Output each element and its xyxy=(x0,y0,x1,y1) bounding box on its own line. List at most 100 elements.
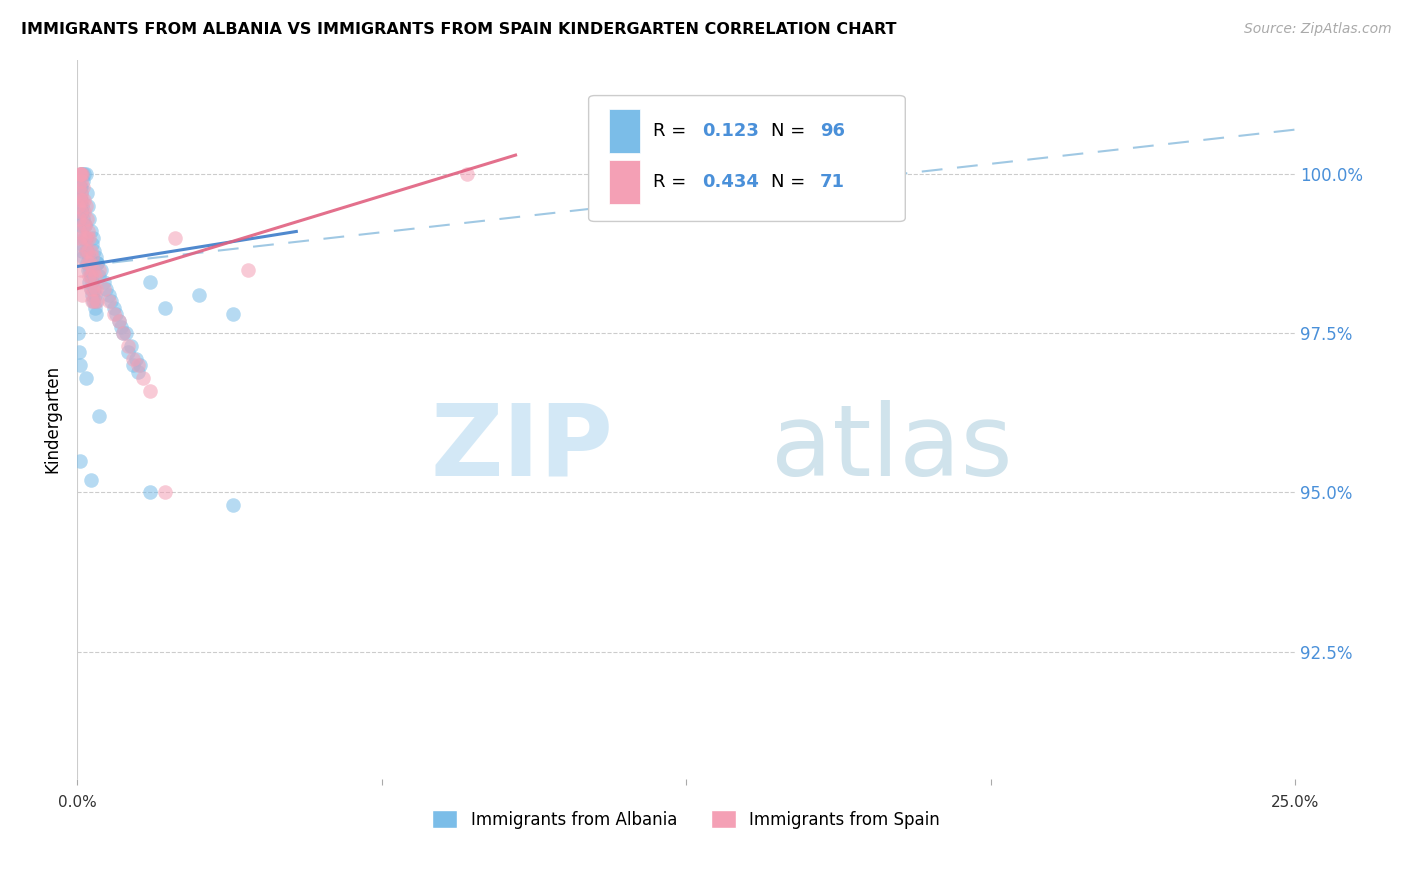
Point xyxy=(70,262,93,277)
Point xyxy=(80,237,103,252)
Point xyxy=(114,326,136,341)
Point xyxy=(75,231,97,245)
Point xyxy=(69,186,91,201)
Point xyxy=(67,218,90,232)
Point xyxy=(76,231,98,245)
Point xyxy=(84,282,107,296)
Point xyxy=(69,199,91,213)
Point xyxy=(80,282,103,296)
Point xyxy=(79,262,101,277)
Point xyxy=(122,351,145,366)
Point xyxy=(84,307,107,321)
Point xyxy=(83,301,105,315)
Point xyxy=(76,199,98,213)
Point xyxy=(69,193,91,207)
Point xyxy=(83,244,105,258)
Point xyxy=(112,326,135,341)
Point xyxy=(72,218,94,232)
Point xyxy=(67,205,90,219)
Point xyxy=(72,173,94,187)
Point xyxy=(70,193,93,207)
Point xyxy=(112,326,135,341)
Point xyxy=(236,262,259,277)
Point xyxy=(153,301,176,315)
Point xyxy=(70,167,93,181)
Point xyxy=(82,262,104,277)
Point xyxy=(69,167,91,181)
Text: IMMIGRANTS FROM ALBANIA VS IMMIGRANTS FROM SPAIN KINDERGARTEN CORRELATION CHART: IMMIGRANTS FROM ALBANIA VS IMMIGRANTS FR… xyxy=(21,22,897,37)
Point xyxy=(100,294,122,309)
Text: 0.434: 0.434 xyxy=(702,173,759,191)
Point xyxy=(107,313,129,327)
Point xyxy=(67,224,90,238)
Point xyxy=(163,231,186,245)
Point xyxy=(82,294,104,309)
Point xyxy=(69,199,91,213)
Text: 0.0%: 0.0% xyxy=(58,795,97,810)
Point xyxy=(70,231,93,245)
Point xyxy=(72,199,94,213)
Point xyxy=(84,250,107,264)
Point xyxy=(80,288,103,302)
Point xyxy=(90,262,112,277)
Point xyxy=(87,268,110,283)
Point xyxy=(70,205,93,219)
Point xyxy=(73,193,96,207)
Point xyxy=(153,485,176,500)
Point xyxy=(117,345,139,359)
Point xyxy=(77,231,100,245)
Point xyxy=(69,193,91,207)
Point xyxy=(77,244,100,258)
Point xyxy=(72,211,94,226)
Point xyxy=(73,231,96,245)
Point xyxy=(77,276,100,290)
Point xyxy=(76,244,98,258)
Point xyxy=(103,307,125,321)
Point xyxy=(67,211,90,226)
Point xyxy=(72,218,94,232)
Point xyxy=(67,326,90,341)
Point xyxy=(75,244,97,258)
Point xyxy=(73,218,96,232)
Point xyxy=(70,167,93,181)
Point xyxy=(132,371,155,385)
Point xyxy=(73,167,96,181)
Point xyxy=(222,498,245,512)
Point xyxy=(73,231,96,245)
Point xyxy=(69,358,91,372)
Point xyxy=(69,205,91,219)
Point xyxy=(76,256,98,270)
Point xyxy=(70,180,93,194)
Text: R =: R = xyxy=(654,122,692,140)
Point xyxy=(72,193,94,207)
FancyBboxPatch shape xyxy=(609,161,640,203)
Point xyxy=(120,339,142,353)
Point xyxy=(87,262,110,277)
Point xyxy=(77,211,100,226)
FancyBboxPatch shape xyxy=(609,110,640,153)
Point xyxy=(83,268,105,283)
Point xyxy=(75,167,97,181)
Point xyxy=(67,205,90,219)
Point xyxy=(82,282,104,296)
Point xyxy=(86,256,108,270)
Point xyxy=(222,307,245,321)
Legend: Immigrants from Albania, Immigrants from Spain: Immigrants from Albania, Immigrants from… xyxy=(426,804,946,835)
Text: 0.123: 0.123 xyxy=(702,122,759,140)
Point xyxy=(79,256,101,270)
Point xyxy=(70,218,93,232)
Point xyxy=(67,345,90,359)
Point xyxy=(69,250,91,264)
Point xyxy=(122,358,145,372)
Point xyxy=(75,199,97,213)
Text: R =: R = xyxy=(654,173,692,191)
Point xyxy=(69,231,91,245)
Point xyxy=(97,288,120,302)
Point xyxy=(139,276,162,290)
Point xyxy=(82,276,104,290)
Point xyxy=(127,364,149,378)
Text: N =: N = xyxy=(772,122,811,140)
Point xyxy=(67,199,90,213)
Text: 25.0%: 25.0% xyxy=(1271,795,1319,810)
Point xyxy=(67,211,90,226)
